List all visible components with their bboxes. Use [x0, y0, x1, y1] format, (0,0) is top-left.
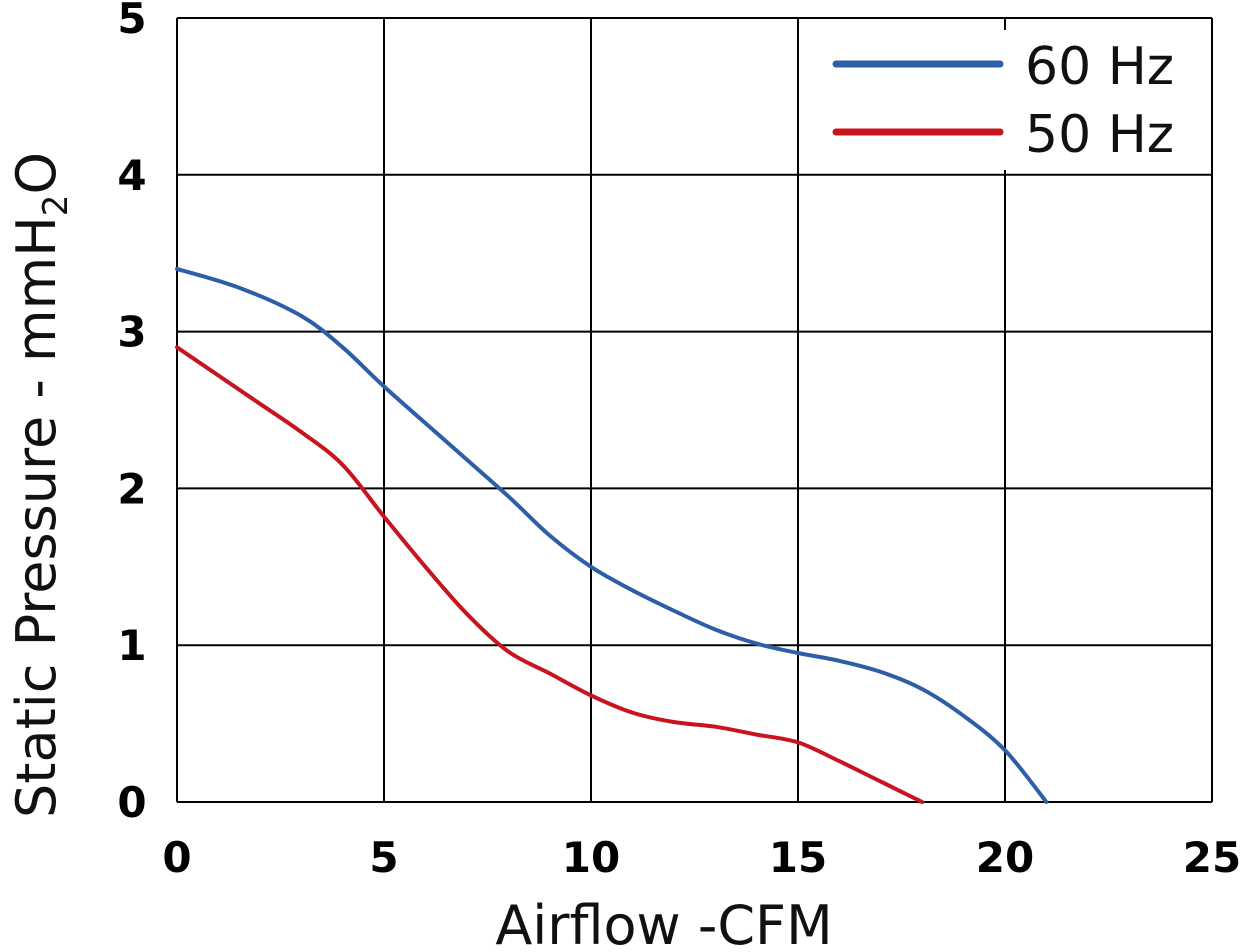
y-tick-label: 0 [117, 778, 146, 827]
y-tick-label: 4 [117, 151, 146, 200]
legend-label-50hz: 50 Hz [1025, 105, 1174, 165]
y-tick-label: 5 [117, 0, 146, 43]
legend: 60 Hz 50 Hz [816, 30, 1208, 170]
series-line-60hz [175, 266, 1049, 804]
legend-label-60hz: 60 Hz [1025, 37, 1174, 97]
y-tick-label: 2 [117, 464, 146, 513]
x-tick-label: 20 [976, 833, 1034, 882]
x-axis-ticks: 0 5 10 15 20 25 [162, 833, 1241, 882]
y-axis-title-subscript: 2 [36, 195, 76, 217]
y-axis-title: Static Pressure - mmH2O [5, 152, 76, 818]
grid [176, 17, 1213, 803]
series-line-50hz [175, 345, 925, 804]
x-tick-label: 10 [562, 833, 620, 882]
y-axis-title-suffix: O [5, 152, 68, 195]
y-tick-label: 3 [117, 308, 146, 357]
x-tick-label: 0 [162, 833, 191, 882]
y-axis-ticks: 0 1 2 3 4 5 [117, 0, 146, 827]
x-tick-label: 15 [769, 833, 827, 882]
x-axis-title: Airflow -CFM [495, 894, 832, 952]
x-tick-label: 5 [369, 833, 398, 882]
legend-background [816, 30, 1208, 170]
y-axis-title-main: Static Pressure - mmH [5, 216, 68, 818]
x-tick-label: 25 [1183, 833, 1241, 882]
series-layer [175, 266, 1049, 804]
y-tick-label: 1 [117, 621, 146, 670]
